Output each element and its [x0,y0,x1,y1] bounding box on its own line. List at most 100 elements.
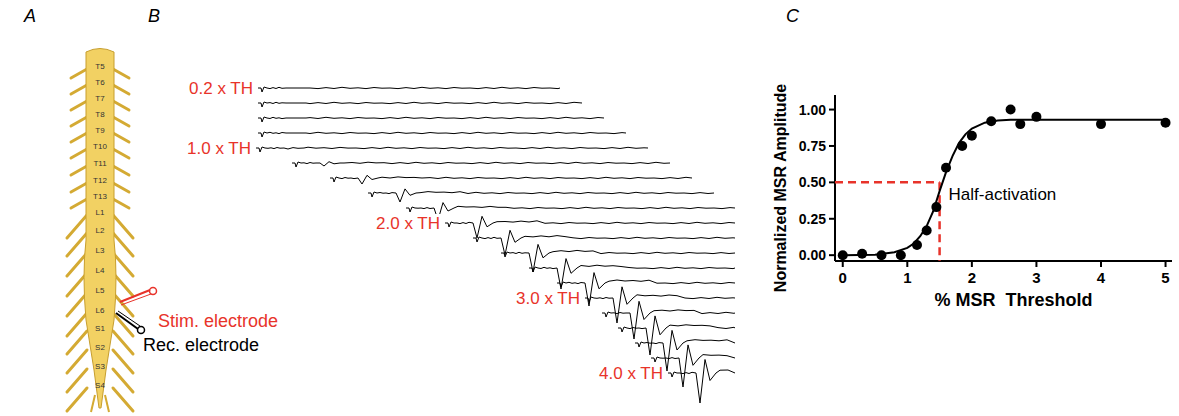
nerve-root [113,233,133,256]
nerve-root [113,117,129,126]
label-patch [188,79,254,98]
y-axis-title: Normalized MSR Amplitude [772,84,789,292]
segment-label: L6 [96,306,105,315]
fit-curve [843,120,1166,255]
nerve-root [113,149,129,158]
label-patch [375,214,441,233]
trace [256,147,648,152]
trace [406,203,735,220]
trace-label: 0.2 x TH [189,79,253,98]
x-tick-label: 0 [839,269,847,286]
nerve-root [67,369,87,392]
data-point [986,116,996,126]
y-axis [834,95,836,261]
data-point [967,131,977,141]
half-activation-line [835,181,940,184]
x-tick [1035,261,1037,267]
data-point [912,240,922,250]
x-tick-label: 2 [968,269,976,286]
segment-label: T5 [95,62,105,71]
nerve-root [71,199,87,208]
nerve-root [67,331,87,354]
y-tick [829,254,835,256]
segment-label: L4 [96,266,105,275]
segment-label: T9 [95,126,105,135]
data-point [1161,118,1171,128]
x-axis [835,260,1172,262]
traces [256,87,735,403]
x-tick-label: 1 [903,269,911,286]
rec-electrode [118,311,140,326]
x-tick [1165,261,1167,267]
nerve-root [113,199,129,208]
trace [585,287,735,323]
data-point [1096,119,1106,129]
panel-letter: A [23,6,36,26]
data-point [876,250,886,260]
segment-label: T6 [95,78,105,87]
nerve-root [113,85,129,94]
nerve-root [71,166,87,175]
data-point [1015,119,1025,129]
y-tick [829,109,835,111]
x-tick [906,261,908,267]
nerve-root [67,233,87,256]
segment-label: S4 [95,381,105,390]
nerve-root [71,85,87,94]
nerve-root [71,133,87,142]
data-point [896,250,906,260]
data-point [922,225,932,235]
data-point [838,250,848,260]
trace-label: 4.0 x TH [599,364,663,383]
electrode-label: Rec. electrode [143,335,259,355]
segment-label: S2 [95,343,105,352]
panel-b: B0.2 x TH1.0 x TH2.0 x TH3.0 x TH4.0 x T… [148,6,735,403]
y-tick [829,145,835,147]
electrode-label: Stim. electrode [158,311,278,331]
segment-label: T7 [95,94,105,103]
nerve-root [113,69,129,78]
data-point [1031,112,1041,122]
nerve-root [113,183,129,192]
nerve-root [67,388,87,411]
rec-electrode [138,327,145,334]
x-axis-title: % MSR Threshold [934,290,1092,310]
segment-label: L5 [96,286,105,295]
nerve-root [113,166,129,175]
nerve-root [113,350,133,373]
nerve-root [71,101,87,110]
trace [292,162,670,167]
trace-label: 3.0 x TH [516,289,580,308]
trace-label: 1.0 x TH [187,139,251,158]
segment-label: S1 [95,324,105,333]
segment-label: L1 [96,208,105,217]
label-patch [515,289,581,308]
trace [668,360,735,404]
data-point [931,202,941,212]
label-patch [186,139,252,158]
segment-label: T12 [93,176,107,185]
nerve-root [113,101,129,110]
cauda [91,395,95,412]
rec-electrode [116,313,138,329]
y-tick-label: 1.00 [799,102,826,118]
label-patch [598,364,664,383]
panel-letter: C [786,6,800,26]
spinal-cord [84,49,116,409]
nerve-root [71,149,87,158]
trace [602,301,735,339]
x-tick [842,261,844,267]
x-tick-label: 3 [1032,269,1040,286]
nerve-root [113,133,129,142]
y-tick-label: 0.25 [799,211,826,227]
data-point [1006,105,1016,115]
y-tick-label: 0.75 [799,138,826,154]
trace [445,216,735,238]
nerve-root [113,369,133,392]
nerve-root [67,350,87,373]
x-tick [1100,261,1102,267]
data-point [957,141,967,151]
plot-area [835,105,1171,261]
trace-label: 2.0 x TH [376,214,440,233]
segment-label: S3 [95,362,105,371]
